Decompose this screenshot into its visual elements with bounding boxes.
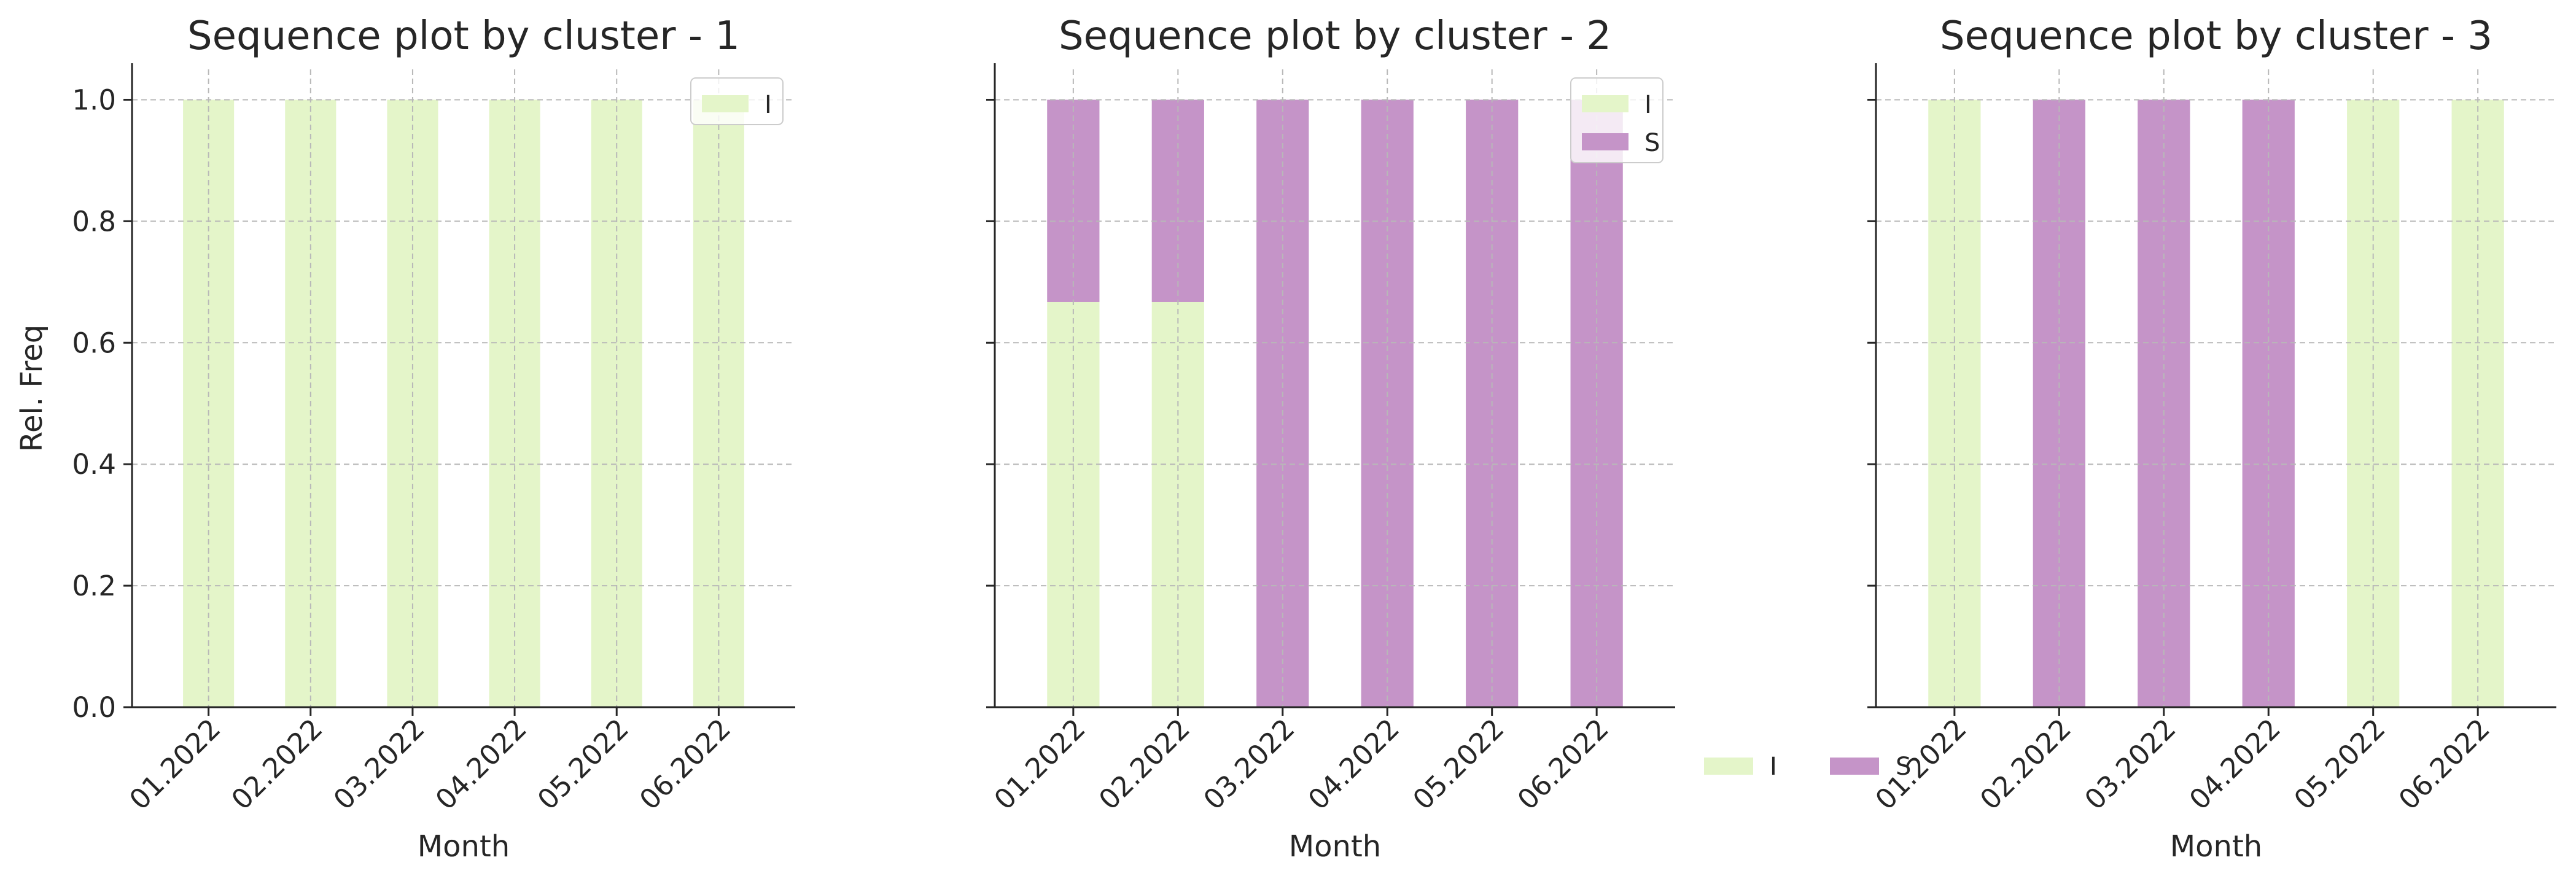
- y-tick-label: 0.0: [72, 691, 116, 724]
- chart-title: Sequence plot by cluster - 3: [1940, 14, 2492, 59]
- figure-legend-label-I: I: [1770, 753, 1777, 781]
- legend-swatch-S: [1582, 133, 1628, 150]
- x-axis-label: Month: [418, 829, 510, 864]
- figure-legend-label-S: S: [1896, 753, 1911, 781]
- x-axis-label: Month: [2170, 829, 2262, 864]
- y-tick-label: 0.8: [72, 205, 116, 238]
- x-axis-label: Month: [1289, 829, 1381, 864]
- y-tick-label: 0.6: [72, 327, 116, 359]
- chart-legend: I: [690, 77, 784, 125]
- y-tick-label: 1.0: [72, 83, 116, 116]
- legend-swatch-I: [702, 95, 749, 112]
- legend-swatch-I: [1582, 95, 1628, 112]
- chart-legend: IS: [1570, 77, 1664, 163]
- legend-label-S: S: [1644, 129, 1660, 157]
- y-tick-label: 0.4: [72, 448, 116, 481]
- chart-panels: 0.0 0.2 0.4 0.6 0.8 1.0 01.202202.202203.20220…: [15, 14, 2556, 864]
- figure-legend-swatch-S: [1830, 758, 1879, 775]
- y-axis-label: Rel. Freq: [15, 325, 49, 452]
- figure-legend-swatch-I: [1704, 758, 1753, 775]
- chart-title: Sequence plot by cluster - 1: [187, 14, 740, 59]
- legend-label-I: I: [1644, 91, 1652, 119]
- y-tick-label: 0.2: [72, 570, 116, 602]
- chart-panel-3: 01.2022 02.2022 03.2022 04.2022 05.2022 06.20…: [1867, 14, 2556, 864]
- chart-title: Sequence plot by cluster - 2: [1059, 14, 1611, 59]
- legend-label-I: I: [765, 91, 772, 119]
